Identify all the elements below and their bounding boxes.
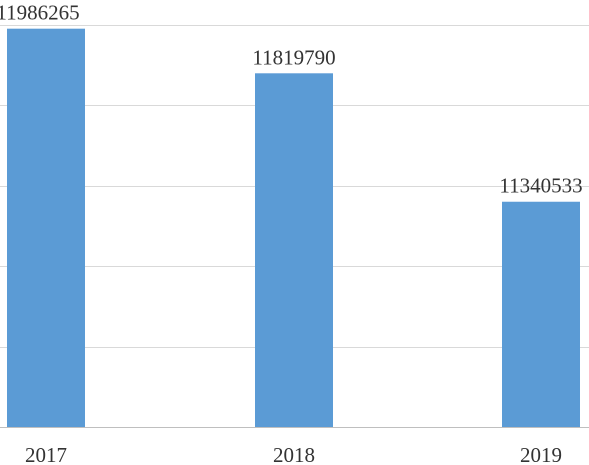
data-label-2019: 11340533 [499,174,582,198]
data-label-2017: 11986265 [0,1,80,25]
data-label-2018: 11819790 [252,45,335,69]
bars [7,28,580,428]
x-axis-tick-labels: 2017 2018 2019 [25,443,562,465]
x-tick-label-2018: 2018 [273,443,315,465]
data-labels: 11986265 11819790 11340533 [0,1,583,198]
bar-2017 [7,28,85,428]
x-tick-label-2019: 2019 [520,443,562,465]
bar-2019 [502,201,580,427]
bar-2018 [255,73,333,428]
x-tick-label-2017: 2017 [25,443,67,465]
